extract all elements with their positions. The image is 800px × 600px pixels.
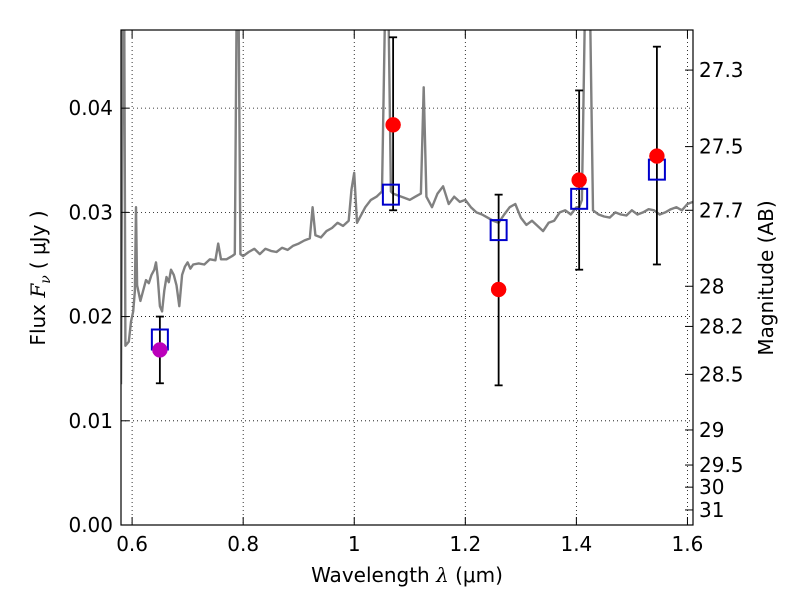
- y2-tick-label: 28.5: [699, 362, 744, 386]
- grid: [121, 30, 693, 525]
- y-tick-label: 0.03: [68, 200, 113, 224]
- y-axis-label: Flux Fν( μJy ): [26, 210, 54, 345]
- flux-circle-marker: [490, 281, 507, 298]
- y-tick-label: 0.04: [68, 96, 113, 120]
- model-square-marker: [381, 183, 400, 206]
- y2-tick-label: 30: [699, 475, 724, 499]
- plot-frame: [120, 29, 694, 526]
- y2-tick-label: 29.5: [699, 453, 744, 477]
- y-tick-label: 0.00: [68, 513, 113, 537]
- y2-tick-label: 31: [699, 498, 724, 522]
- flux-circle-marker: [152, 342, 168, 358]
- model-square-marker: [489, 219, 508, 242]
- y2-tick-label: 29: [699, 418, 724, 442]
- y2-tick-label: 28.2: [699, 314, 744, 338]
- y2-tick-label: 27.3: [699, 58, 744, 82]
- spectrum-line: [121, 30, 693, 385]
- y-tick-label: 0.01: [68, 409, 113, 433]
- y2-tick-label: 27.5: [699, 135, 744, 159]
- y-tick-label: 0.02: [68, 305, 113, 329]
- y2-tick-label: 27.7: [699, 198, 744, 222]
- x-tick-label: 1.4: [560, 532, 592, 556]
- x-axis-label: Wavelength λ (μm): [311, 563, 503, 587]
- x-tick-label: 1.2: [449, 532, 481, 556]
- x-tick-label: 0.8: [227, 532, 259, 556]
- x-tick-label: 1.6: [672, 532, 704, 556]
- y2-axis-label: Magnitude (AB): [754, 200, 778, 355]
- y2-tick-label: 28: [699, 274, 724, 298]
- plot-area: [121, 30, 693, 387]
- flux-circle-marker: [649, 148, 665, 164]
- model-square-marker: [570, 187, 589, 210]
- x-tick-label: 1: [348, 532, 361, 556]
- plot-data: [121, 30, 693, 387]
- x-tick-label: 0.6: [116, 532, 148, 556]
- flux-circle-marker: [571, 172, 587, 188]
- ticks: 0.6 0.8 1 1.2 1.4 1.6 0.00 0.01 0.02 0.03 0.04 27.3…: [68, 30, 744, 556]
- flux-circle-marker: [385, 117, 401, 133]
